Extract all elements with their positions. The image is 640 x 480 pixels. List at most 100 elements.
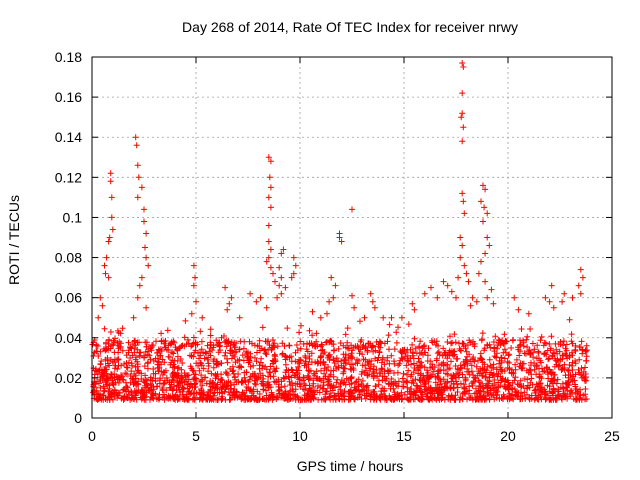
data-point [428,337,435,344]
data-point [333,363,339,370]
data-point [153,396,160,402]
data-point [317,354,324,361]
data-point [267,363,274,370]
data-point [128,368,135,375]
data-point [123,352,130,359]
data-point [430,368,437,375]
data-point [372,383,379,390]
data-point [134,162,141,169]
data-point [196,367,203,374]
data-point [272,353,279,360]
data-point [506,365,513,372]
data-point [107,178,114,185]
data-point [482,250,489,257]
data-point [145,387,152,394]
data-point [223,379,230,386]
data-point [200,350,207,356]
data-point [328,367,334,374]
y-tick-label: 0.1 [63,209,83,225]
data-point [391,393,398,400]
data-point [296,356,303,363]
data-point [577,290,584,297]
data-point [351,304,358,311]
data-point [459,395,466,402]
data-point [293,342,300,348]
data-point [176,345,182,352]
data-point [190,282,197,289]
data-point [224,306,231,313]
data-point [460,124,467,131]
data-point [290,270,297,277]
data-point [175,382,182,389]
data-point [161,393,168,400]
data-point [553,346,560,353]
data-point [276,264,283,271]
data-point [284,396,291,403]
data-point [533,371,540,378]
data-point [236,363,243,370]
data-point [314,358,321,365]
data-point [473,298,480,305]
data-point [218,360,225,367]
data-point [491,396,498,403]
data-point [118,395,125,402]
data-point [347,392,354,399]
data-point [213,337,220,344]
data-point [198,338,205,345]
data-point [162,344,168,351]
data-point [182,317,189,324]
data-point [149,377,156,384]
data-point [358,396,365,402]
data-point [363,390,370,397]
data-point [263,304,270,311]
data-point [247,290,254,297]
data-point [171,339,178,346]
data-point [408,379,415,386]
data-point [547,396,554,403]
data-point [333,379,340,386]
data-point [268,389,275,396]
y-tick-label: 0.02 [55,370,82,386]
data-point [359,351,366,358]
data-point [190,353,197,360]
data-point [373,366,380,373]
data-point [236,314,243,321]
data-point [524,385,530,392]
data-point [327,385,334,392]
plot-area-frame [91,56,613,419]
data-point [429,390,436,397]
data-point [369,298,376,305]
data-point [320,350,327,357]
data-point [390,385,397,392]
data-point [440,387,447,394]
data-point [143,230,150,237]
data-point [156,391,163,398]
data-point [486,242,493,249]
data-point [138,387,145,394]
data-point [465,390,472,397]
data-point [122,370,129,377]
data-point [328,338,335,345]
data-point [435,362,442,369]
data-point [527,362,534,369]
data-point [256,362,263,369]
data-point [122,386,129,393]
data-point [434,350,441,357]
data-point [257,347,263,354]
data-point [114,340,121,346]
data-point [166,394,173,401]
data-point [392,378,399,385]
data-point [132,392,139,399]
data-point [546,388,553,395]
data-point [101,387,108,394]
data-point [300,377,306,384]
data-point [432,379,439,386]
data-point [520,360,527,367]
data-point [184,372,190,379]
data-point [124,364,131,371]
data-point [531,396,538,403]
data-point [455,274,462,281]
data-point [384,338,391,345]
data-point [155,368,162,375]
data-point [388,314,395,321]
